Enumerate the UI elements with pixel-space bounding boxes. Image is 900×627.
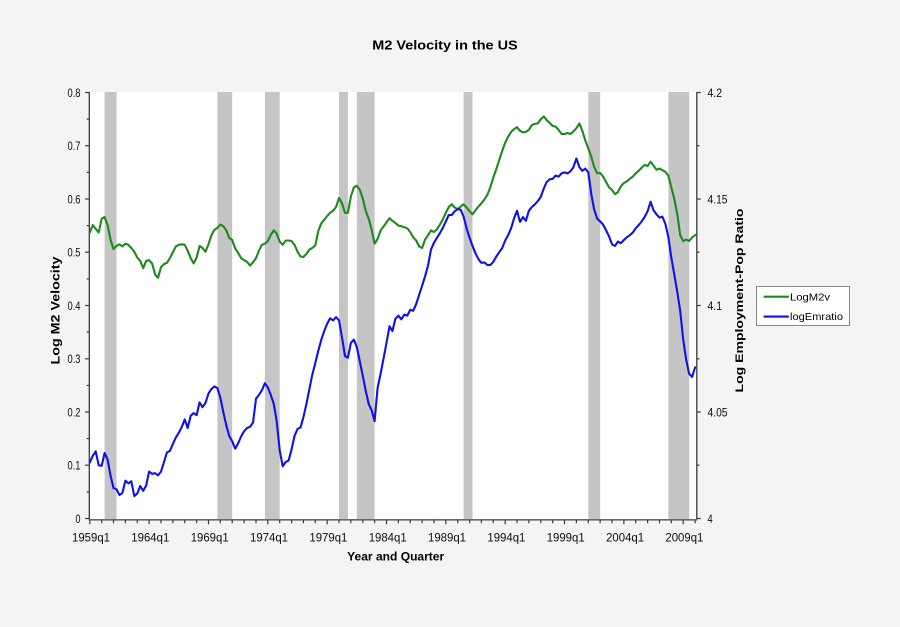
svg-text:1984q1: 1984q1 [369,530,407,544]
svg-text:LogM2v: LogM2v [790,292,831,303]
svg-text:4.15: 4.15 [707,192,727,206]
svg-text:M2 Velocity in the US: M2 Velocity in the US [372,39,517,53]
svg-text:2004q1: 2004q1 [606,530,644,544]
svg-text:Log M2 Velocity: Log M2 Velocity [51,256,63,365]
svg-text:0.8: 0.8 [67,86,80,100]
svg-text:0.1: 0.1 [67,459,80,473]
svg-text:4.1: 4.1 [707,299,722,313]
svg-text:1994q1: 1994q1 [487,530,525,544]
svg-text:Year and Quarter: Year and Quarter [347,549,444,563]
svg-text:1989q1: 1989q1 [428,530,466,544]
svg-text:0.3: 0.3 [67,352,80,366]
svg-text:1974q1: 1974q1 [250,530,288,544]
svg-text:0: 0 [75,512,80,526]
svg-text:1969q1: 1969q1 [191,530,229,544]
svg-text:2009q1: 2009q1 [665,530,703,544]
svg-text:Log Employment-Pop Ratio: Log Employment-Pop Ratio [734,208,746,392]
svg-text:0.2: 0.2 [67,405,80,419]
svg-text:0.4: 0.4 [67,299,80,313]
svg-text:1964q1: 1964q1 [131,530,169,544]
svg-text:logEmratio: logEmratio [790,312,843,323]
svg-text:0.6: 0.6 [67,192,80,206]
svg-text:4.2: 4.2 [707,86,722,100]
svg-text:1959q1: 1959q1 [72,530,110,544]
svg-text:4: 4 [707,512,712,526]
svg-text:0.7: 0.7 [67,139,80,153]
svg-text:1999q1: 1999q1 [547,530,585,544]
svg-text:1979q1: 1979q1 [309,530,347,544]
svg-text:0.5: 0.5 [67,246,80,260]
svg-text:4.05: 4.05 [707,405,727,419]
